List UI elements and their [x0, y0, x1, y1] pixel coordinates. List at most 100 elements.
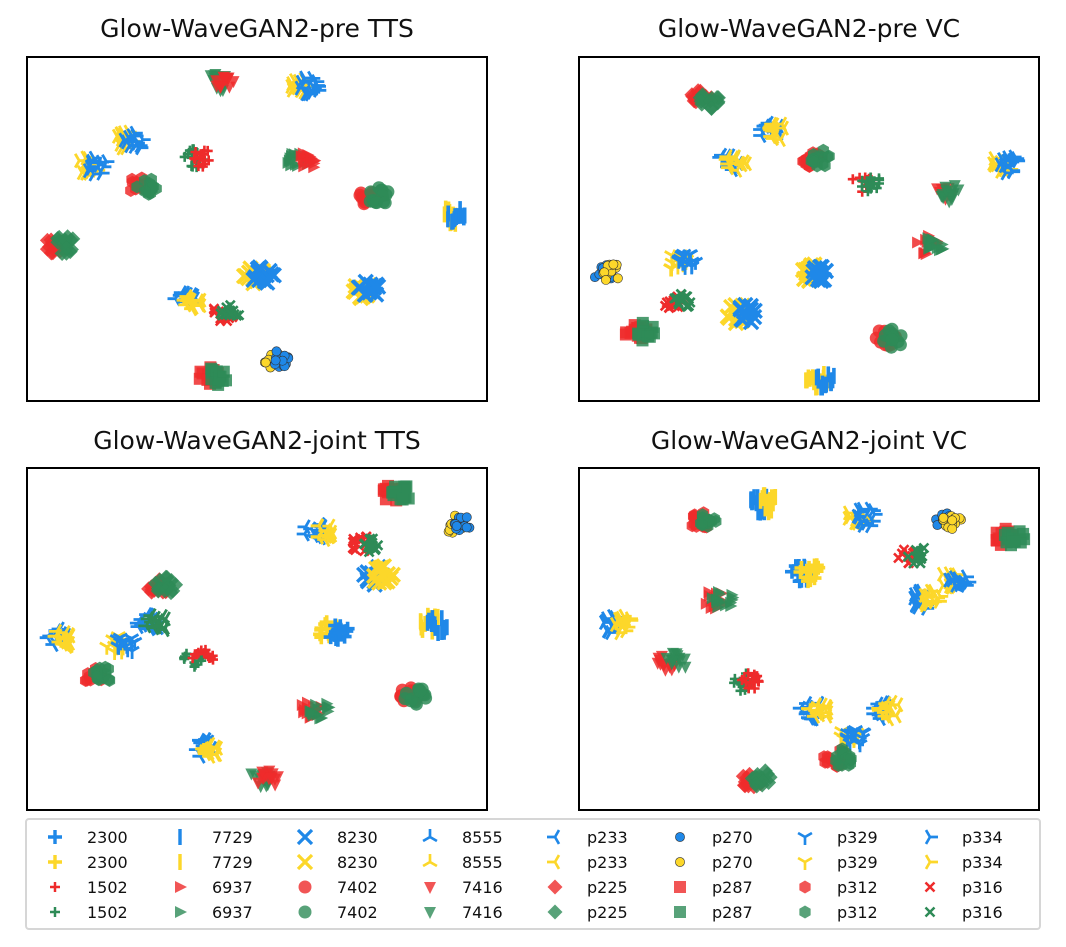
legend-label: 6937 — [212, 903, 253, 922]
scatter-point — [224, 299, 236, 311]
legend-entry: 2300 — [48, 828, 128, 847]
legend-marker — [424, 907, 436, 919]
legend-marker — [924, 829, 938, 845]
legend-entry: 7402 — [298, 903, 378, 922]
scatter-cluster — [893, 542, 930, 569]
legend-entry: p329 — [797, 853, 878, 872]
scatter-point — [681, 291, 693, 302]
scatter-point — [387, 489, 400, 502]
scatter-cluster — [418, 607, 449, 641]
scatter-point — [316, 712, 329, 724]
scatter-point — [265, 772, 278, 785]
scatter-point — [713, 586, 725, 598]
legend-marker — [799, 880, 811, 894]
scatter-point — [366, 541, 378, 553]
scatter-point — [91, 670, 103, 684]
scatter-cluster — [204, 69, 240, 98]
scatter-point — [228, 308, 240, 320]
legend-entry: 1502 — [50, 878, 128, 897]
legend-entry: p334 — [924, 828, 1003, 847]
scatter-point — [349, 544, 361, 556]
legend-marker — [924, 854, 938, 870]
scatter-point — [194, 152, 205, 162]
scatter-cluster — [589, 259, 623, 285]
scatter-point — [461, 512, 472, 523]
legend-label: 7729 — [212, 853, 253, 872]
scatter-point — [704, 100, 719, 116]
scatter-point — [687, 256, 704, 270]
scatter-cluster — [735, 763, 778, 795]
scatter-point — [674, 294, 686, 306]
legend-entry: 1502 — [50, 903, 128, 922]
scatter-cluster — [804, 366, 836, 396]
scatter-point — [157, 611, 171, 627]
legend-label: p225 — [587, 903, 628, 922]
scatter-point — [332, 626, 347, 640]
legend-entry: 2300 — [48, 853, 128, 872]
scatter-point — [322, 528, 336, 545]
scatter-point — [55, 631, 69, 647]
scatter-point — [812, 272, 830, 290]
legend-marker — [296, 828, 314, 846]
scatter-cluster — [908, 583, 949, 616]
legend-marker — [797, 856, 813, 870]
legend-entry: 8230 — [296, 853, 378, 872]
scatter-cluster — [39, 621, 76, 655]
scatter-point — [671, 254, 687, 268]
scatter-point — [378, 196, 392, 210]
legend-label: 8230 — [337, 853, 378, 872]
legend-entry: p270 — [675, 828, 753, 847]
scatter-cluster — [990, 522, 1031, 552]
scatter-cluster — [842, 501, 883, 534]
scatter-point — [881, 698, 895, 714]
scatter-point — [896, 548, 908, 560]
scatter-point — [766, 128, 780, 145]
legend-entry: 7729 — [178, 853, 253, 872]
legend-marker — [924, 881, 936, 893]
scatter-point — [139, 184, 151, 198]
scatter-point — [847, 174, 858, 185]
legend-label: p225 — [587, 878, 628, 897]
legend-marker — [422, 854, 438, 868]
scatter-cluster — [598, 608, 639, 641]
legend-marker — [175, 881, 187, 893]
scatter-point — [364, 283, 382, 300]
scatter-cluster — [394, 681, 433, 711]
scatter-point — [667, 655, 680, 668]
legend-entries: 2300 2300 1502 1502 7729 7729 6937 6937 8230 8230… — [48, 828, 1003, 922]
scatter-cluster — [753, 115, 790, 148]
scatter-point — [950, 577, 964, 593]
legend-marker — [547, 854, 561, 870]
legend-label: 8555 — [462, 828, 503, 847]
scatter-point — [804, 269, 821, 286]
scatter-cluster — [355, 558, 402, 593]
legend-label: p270 — [712, 828, 753, 847]
legend-marker — [48, 855, 62, 869]
scatter-point — [684, 296, 696, 308]
scatter-cluster — [818, 742, 857, 773]
scatter-point — [641, 330, 654, 343]
scatter-point — [295, 150, 308, 163]
legend-label: p312 — [837, 878, 878, 897]
scatter-point — [666, 647, 679, 660]
scatter-point — [409, 697, 423, 711]
legend-entry: p225 — [547, 903, 628, 922]
scatter-point — [926, 233, 939, 246]
scatter-cluster — [208, 299, 245, 327]
scatter-cluster — [347, 531, 384, 558]
scatter-point — [947, 515, 958, 526]
scatter-point — [214, 81, 227, 94]
scatter-point — [696, 518, 708, 532]
scatter-point — [923, 588, 937, 604]
scatter-point — [843, 728, 859, 742]
scatter-point — [399, 481, 412, 494]
scatter-point — [328, 618, 343, 633]
legend-label: p287 — [712, 903, 753, 922]
scatter-point — [350, 279, 368, 296]
legend-label: p287 — [712, 878, 753, 897]
scatter-point — [59, 240, 74, 256]
scatter-cluster — [749, 487, 778, 521]
legend-entry: 7416 — [424, 878, 503, 897]
scatter-cluster — [719, 296, 763, 332]
scatter-cluster — [869, 322, 908, 354]
